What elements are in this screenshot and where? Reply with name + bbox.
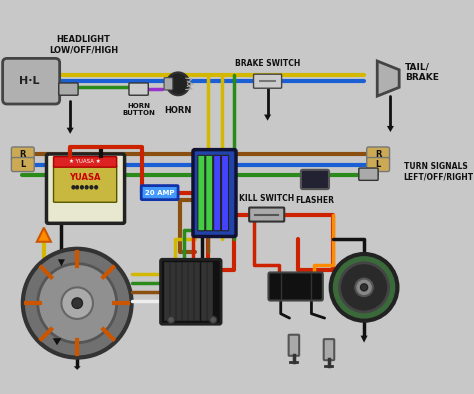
Polygon shape: [67, 128, 73, 134]
Circle shape: [356, 279, 373, 296]
FancyBboxPatch shape: [249, 208, 284, 221]
Polygon shape: [361, 336, 368, 343]
FancyBboxPatch shape: [324, 339, 334, 360]
Text: L: L: [20, 160, 26, 169]
Polygon shape: [37, 228, 51, 242]
Text: YUASA: YUASA: [69, 173, 101, 182]
Text: ●●●●●●: ●●●●●●: [71, 184, 100, 189]
Polygon shape: [58, 259, 65, 266]
Text: 20 AMP: 20 AMP: [145, 190, 174, 195]
Text: R: R: [375, 149, 382, 158]
Text: TAIL/
BRAKE: TAIL/ BRAKE: [405, 63, 439, 82]
Text: H·L: H·L: [18, 76, 39, 86]
Text: TURN SIGNALS
LEFT/OFF/RIGHT: TURN SIGNALS LEFT/OFF/RIGHT: [403, 162, 474, 181]
FancyBboxPatch shape: [11, 147, 34, 161]
Text: L: L: [375, 160, 381, 169]
FancyBboxPatch shape: [141, 186, 178, 200]
FancyBboxPatch shape: [3, 58, 60, 104]
Circle shape: [38, 264, 117, 343]
Circle shape: [168, 316, 174, 323]
FancyBboxPatch shape: [254, 74, 282, 88]
FancyBboxPatch shape: [59, 83, 78, 95]
Text: ★ YUASA ★: ★ YUASA ★: [69, 160, 101, 164]
FancyBboxPatch shape: [46, 154, 125, 223]
FancyBboxPatch shape: [289, 335, 299, 356]
FancyBboxPatch shape: [54, 165, 117, 202]
FancyBboxPatch shape: [198, 155, 205, 231]
Text: HEADLIGHT
LOW/OFF/HIGH: HEADLIGHT LOW/OFF/HIGH: [49, 35, 118, 54]
FancyBboxPatch shape: [367, 147, 390, 161]
Circle shape: [167, 72, 190, 95]
FancyBboxPatch shape: [161, 259, 221, 324]
FancyBboxPatch shape: [206, 155, 213, 231]
Text: HORN
BUTTON: HORN BUTTON: [122, 103, 155, 116]
Text: HORN: HORN: [164, 106, 192, 115]
Polygon shape: [264, 115, 271, 121]
Polygon shape: [53, 338, 62, 345]
FancyBboxPatch shape: [359, 168, 378, 180]
FancyBboxPatch shape: [221, 155, 228, 231]
FancyBboxPatch shape: [129, 83, 148, 95]
Circle shape: [331, 254, 397, 321]
Circle shape: [210, 316, 217, 323]
FancyBboxPatch shape: [164, 78, 173, 90]
Circle shape: [339, 263, 389, 312]
Circle shape: [62, 287, 93, 319]
FancyBboxPatch shape: [54, 157, 117, 167]
Text: FLASHER: FLASHER: [295, 196, 335, 205]
Text: BRAKE SWITCH: BRAKE SWITCH: [235, 59, 300, 68]
Circle shape: [23, 249, 132, 357]
Polygon shape: [377, 61, 399, 96]
Polygon shape: [387, 126, 394, 132]
Text: R: R: [19, 149, 26, 158]
FancyBboxPatch shape: [367, 158, 390, 171]
FancyBboxPatch shape: [193, 150, 236, 236]
FancyBboxPatch shape: [214, 155, 220, 231]
Circle shape: [72, 298, 82, 309]
FancyBboxPatch shape: [301, 170, 329, 189]
Text: KILL SWITCH: KILL SWITCH: [239, 194, 294, 203]
Circle shape: [361, 284, 368, 291]
Polygon shape: [73, 366, 81, 370]
FancyBboxPatch shape: [11, 158, 34, 171]
FancyBboxPatch shape: [268, 272, 323, 301]
